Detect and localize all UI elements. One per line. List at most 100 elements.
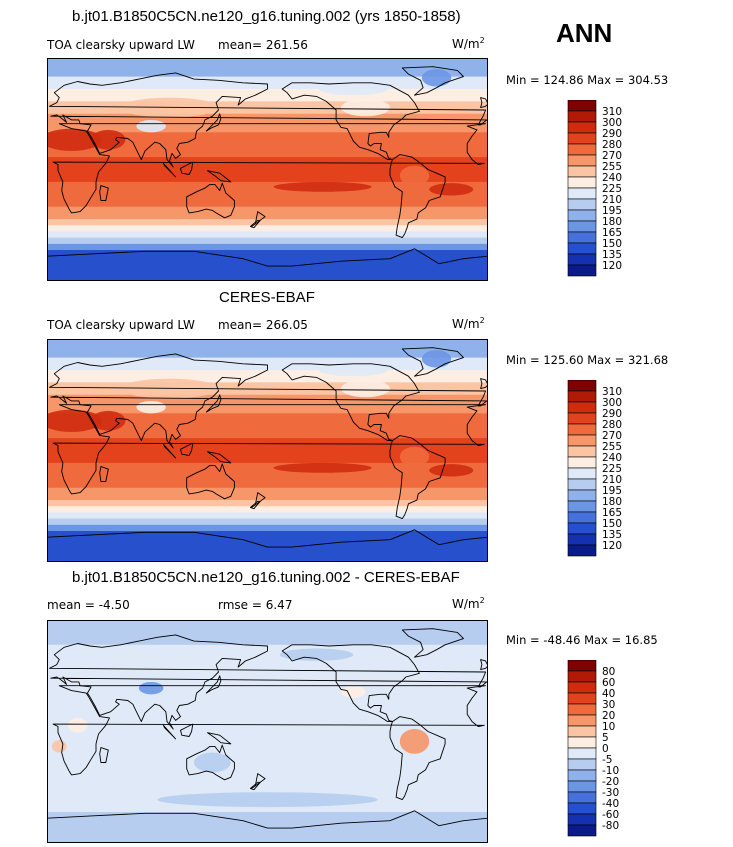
field-band xyxy=(47,494,488,501)
field-band xyxy=(47,194,488,201)
field-band xyxy=(47,550,488,557)
panel-1-colorbar: 3103002902802702552402252101951801651501… xyxy=(566,100,636,278)
colorbar-swatch xyxy=(568,501,596,512)
field-band xyxy=(47,58,488,65)
panel-1-variable: TOA clearsky upward LW xyxy=(47,38,195,52)
field-band xyxy=(47,345,488,352)
field-band xyxy=(47,351,488,358)
field-band xyxy=(47,256,488,263)
field-feature xyxy=(136,120,165,132)
field-band xyxy=(47,525,488,532)
field-band xyxy=(47,506,488,513)
field-feature xyxy=(274,463,372,473)
field-band xyxy=(47,225,488,232)
colorbar-swatch xyxy=(568,100,596,111)
field-feature xyxy=(429,464,473,476)
colorbar-swatch xyxy=(568,682,596,693)
field-band xyxy=(47,831,488,838)
colorbar-swatch xyxy=(568,402,596,413)
field-feature xyxy=(429,183,473,195)
colorbar-swatch xyxy=(568,748,596,759)
field-feature xyxy=(194,753,231,773)
panel-1-mean: mean= 261.56 xyxy=(218,38,308,52)
colorbar-swatch xyxy=(568,391,596,402)
field-band xyxy=(47,657,488,664)
field-band xyxy=(47,188,488,195)
colorbar-swatch xyxy=(568,111,596,122)
field-band xyxy=(47,620,488,627)
field-feature xyxy=(400,166,429,186)
colorbar-swatch xyxy=(568,232,596,243)
field-band xyxy=(47,469,488,476)
colorbar-swatch xyxy=(568,737,596,748)
field-band xyxy=(47,89,488,96)
panel-2-colorbar: 3103002902802702552402252101951801651501… xyxy=(566,380,636,558)
panel-1-map xyxy=(47,58,488,281)
field-feature xyxy=(139,682,164,694)
field-band xyxy=(47,694,488,701)
field-band xyxy=(47,370,488,377)
colorbar-swatch xyxy=(568,803,596,814)
field-band xyxy=(47,781,488,788)
panel-1-title: b.jt01.B1850C5CN.ne120_g16.tuning.002 (y… xyxy=(72,8,461,25)
field-band xyxy=(47,432,488,439)
colorbar-swatch xyxy=(568,704,596,715)
colorbar-swatch xyxy=(568,726,596,737)
panel-1-minmax: Min = 124.86 Max = 304.53 xyxy=(506,73,668,87)
colorbar-tick-label: 120 xyxy=(602,540,622,552)
panel-2-title: CERES-EBAF xyxy=(219,289,315,306)
colorbar-swatch xyxy=(568,490,596,501)
colorbar-swatch xyxy=(568,199,596,210)
colorbar-swatch xyxy=(568,177,596,188)
field-band xyxy=(47,481,488,488)
colorbar-swatch xyxy=(568,155,596,166)
field-feature xyxy=(319,364,388,376)
panel-2-units: W/m2 xyxy=(452,316,485,331)
field-feature xyxy=(400,729,429,754)
colorbar-swatch xyxy=(568,457,596,468)
colorbar-swatch xyxy=(568,435,596,446)
field-feature xyxy=(157,792,378,807)
field-feature xyxy=(341,686,366,698)
colorbar-swatch xyxy=(568,424,596,435)
colorbar-swatch xyxy=(568,210,596,221)
field-band xyxy=(47,64,488,71)
colorbar-swatch xyxy=(568,792,596,803)
colorbar-swatch xyxy=(568,254,596,265)
colorbar-swatch xyxy=(568,221,596,232)
field-band xyxy=(47,70,488,77)
colorbar-swatch xyxy=(568,534,596,545)
field-feature xyxy=(422,69,451,86)
colorbar-swatch xyxy=(568,133,596,144)
colorbar-swatch xyxy=(568,671,596,682)
field-band xyxy=(47,632,488,639)
field-band xyxy=(47,269,488,276)
colorbar-swatch xyxy=(568,545,596,556)
field-band xyxy=(47,151,488,158)
colorbar-swatch xyxy=(568,693,596,704)
field-band xyxy=(47,358,488,365)
field-band xyxy=(47,200,488,207)
field-feature xyxy=(274,182,372,192)
field-feature xyxy=(422,350,451,367)
panel-3-rmse: rmse = 6.47 xyxy=(218,598,292,612)
field-band xyxy=(47,77,488,84)
colorbar-swatch xyxy=(568,759,596,770)
colorbar-swatch xyxy=(568,523,596,534)
field-band xyxy=(47,219,488,226)
field-feature xyxy=(52,740,67,752)
field-band xyxy=(47,512,488,519)
field-band xyxy=(47,213,488,220)
colorbar-swatch xyxy=(568,446,596,457)
colorbar-tick-label: 120 xyxy=(602,260,622,272)
colorbar-swatch xyxy=(568,265,596,276)
colorbar-swatch xyxy=(568,380,596,391)
colorbar-swatch xyxy=(568,144,596,155)
colorbar-tick-label: -80 xyxy=(602,820,619,832)
colorbar-swatch xyxy=(568,122,596,133)
colorbar-swatch xyxy=(568,468,596,479)
panel-2-mean: mean= 266.05 xyxy=(218,318,308,332)
panel-3-units: W/m2 xyxy=(452,596,485,611)
colorbar-swatch xyxy=(568,715,596,726)
